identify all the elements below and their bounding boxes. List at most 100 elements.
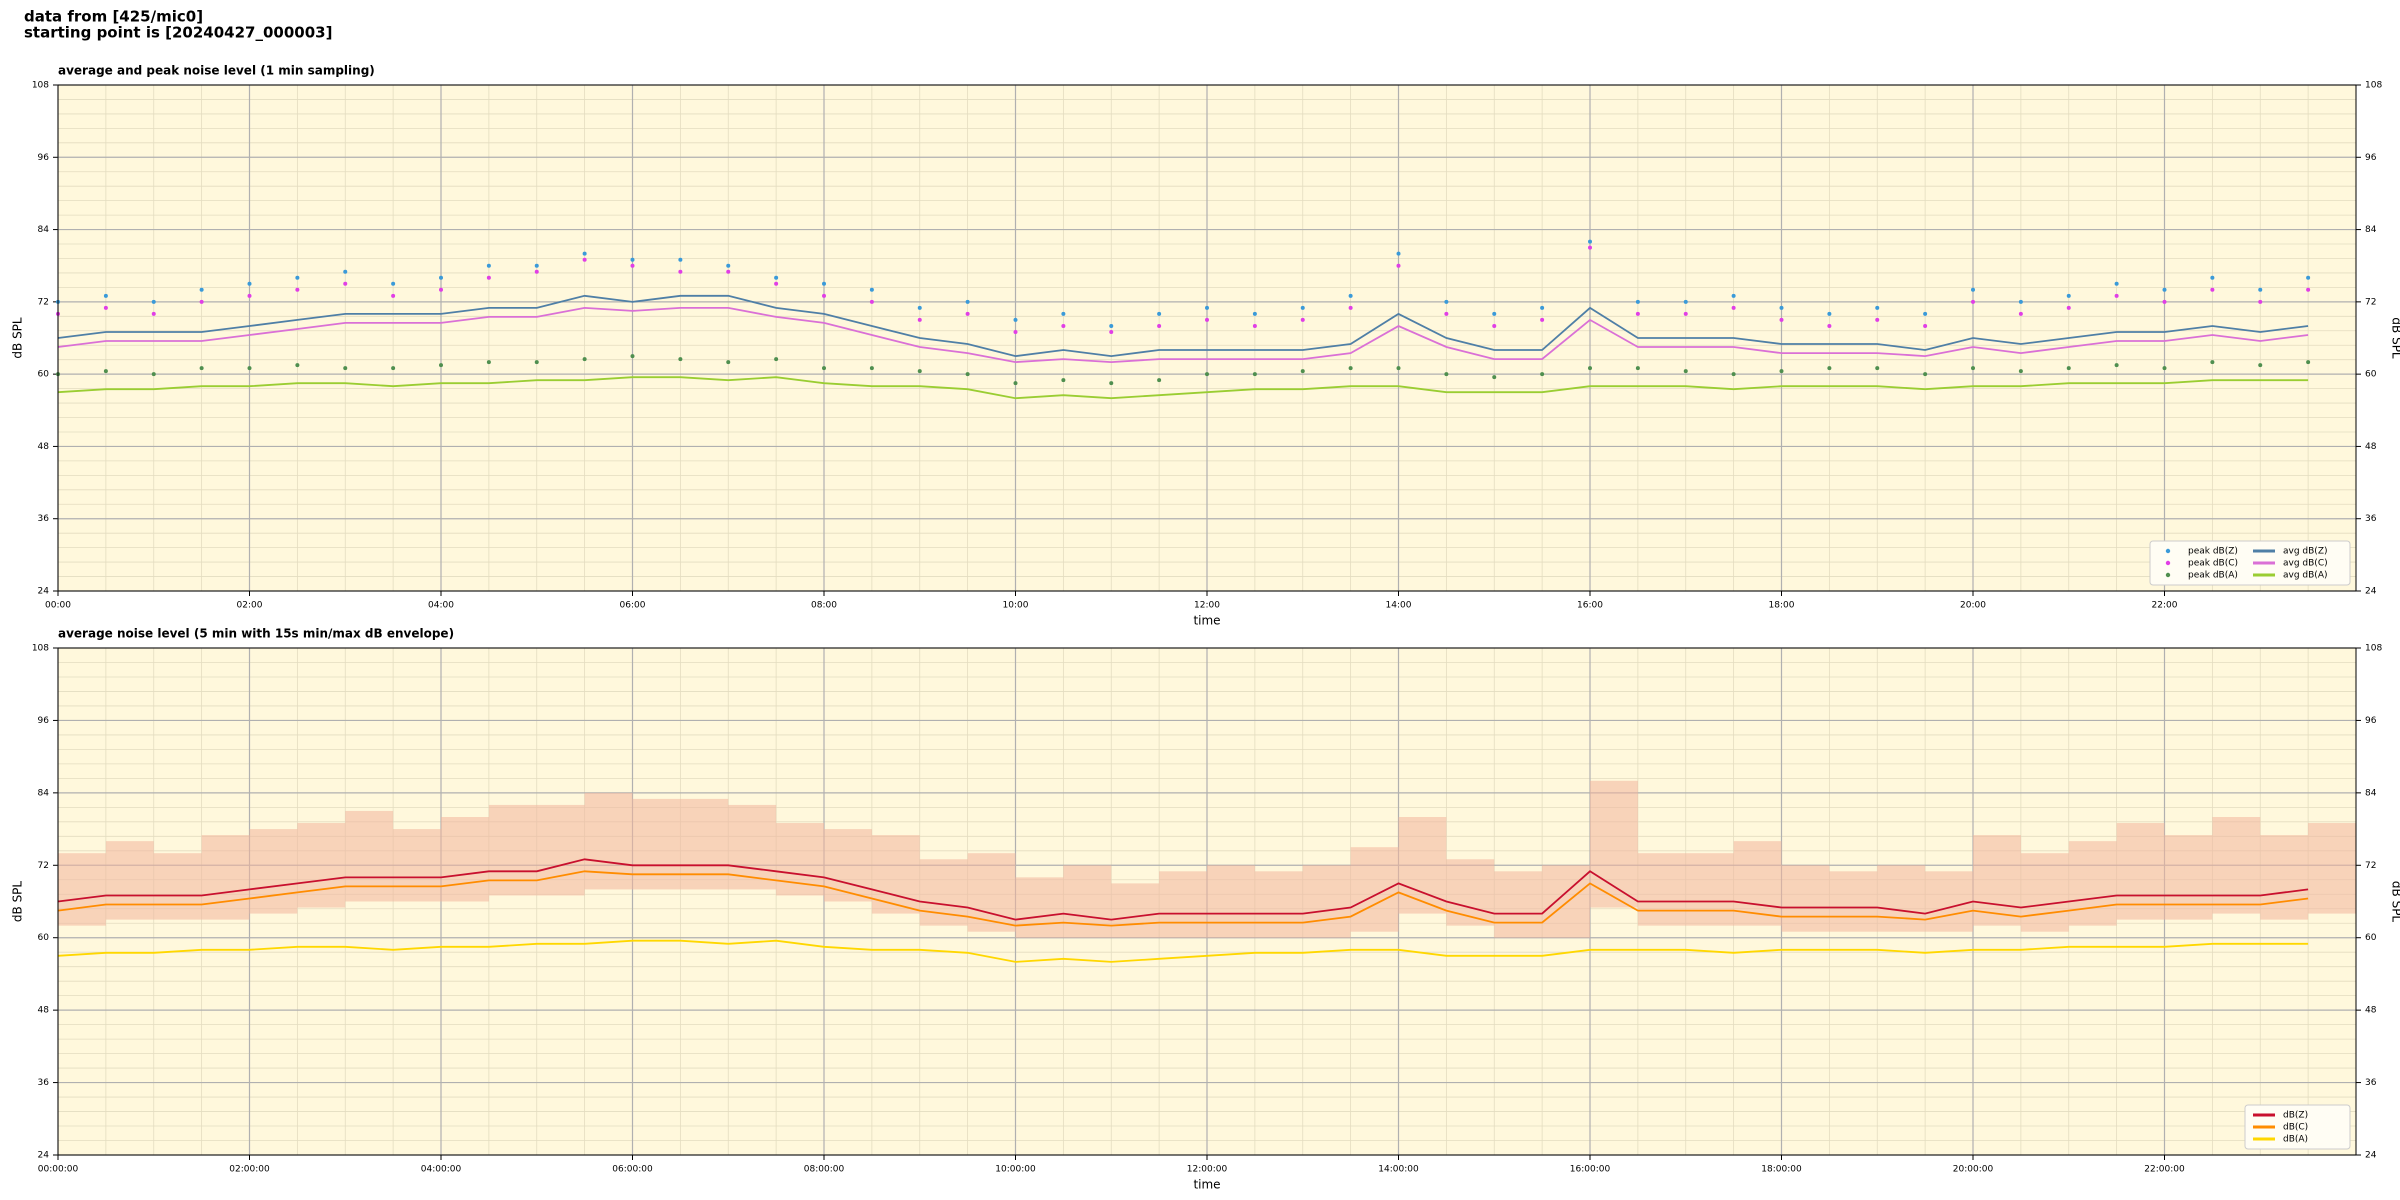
legend-label: dB(Z)	[2283, 1111, 2308, 1121]
y-tick-label: 108	[32, 644, 49, 654]
peak-dot	[2114, 293, 2119, 298]
x-tick-label: 14:00	[1386, 601, 1412, 611]
peak-dot	[391, 366, 396, 371]
peak-dot	[2114, 363, 2119, 368]
peak-dot	[678, 357, 683, 362]
envelope-band	[1925, 871, 1973, 932]
peak-dot	[2258, 287, 2263, 292]
x-axis-label: time	[1193, 614, 1220, 628]
peak-dot	[2162, 299, 2167, 304]
legend-label: avg dB(C)	[2283, 559, 2328, 569]
envelope-band	[1015, 877, 1064, 938]
legend-marker	[2165, 560, 2171, 566]
x-tick-label: 10:00	[1003, 601, 1029, 611]
legend-label: avg dB(A)	[2283, 571, 2327, 581]
peak-dot	[1300, 317, 1305, 322]
envelope-band	[1350, 847, 1399, 932]
peak-dot	[965, 311, 970, 316]
y2-axis-label: dB SPL	[2390, 881, 2400, 923]
y2-tick-label: 72	[2365, 297, 2376, 307]
envelope-band	[201, 835, 250, 920]
peak-dot	[247, 281, 252, 286]
peak-dot	[1013, 317, 1018, 322]
envelope-band	[105, 841, 154, 920]
envelope-band	[1446, 859, 1495, 926]
y2-tick-label: 60	[2365, 933, 2377, 943]
x-tick-label: 18:00:00	[1761, 1165, 1802, 1175]
peak-dot	[343, 269, 348, 274]
peak-dot	[965, 372, 970, 377]
y-tick-label: 60	[38, 933, 50, 943]
envelope-band	[632, 798, 681, 890]
series-line	[57, 294, 2309, 358]
envelope-band	[1542, 865, 1590, 938]
envelope-band	[1781, 865, 1830, 932]
peak-dot	[439, 287, 443, 292]
x-tick-label: 06:00	[620, 601, 646, 611]
y-tick-label: 24	[38, 587, 50, 597]
envelope-band	[584, 792, 633, 890]
peak-dot	[486, 360, 491, 365]
y-tick-label: 36	[38, 1078, 50, 1088]
envelope-band	[871, 835, 920, 914]
peak-dot	[103, 305, 108, 310]
envelope-band	[1685, 853, 1734, 926]
peak-dot	[1348, 366, 1353, 371]
peak-dot	[343, 281, 348, 286]
chart-title: average noise level (5 min with 15s min/…	[58, 627, 454, 641]
series-line	[57, 870, 2309, 927]
peak-dot	[1971, 299, 1975, 304]
peak-dot	[295, 363, 300, 368]
envelope-band	[1590, 780, 1638, 908]
envelope-band	[680, 798, 729, 890]
peak-dot	[726, 269, 731, 274]
envelope-band	[153, 853, 202, 920]
series-line	[57, 376, 2309, 400]
x-tick-label: 10:00:00	[995, 1165, 1036, 1175]
x-tick-label: 14:00:00	[1378, 1165, 1419, 1175]
peak-dot	[1731, 305, 1736, 310]
x-tick-label: 16:00	[1577, 601, 1603, 611]
envelope-band	[1637, 853, 1686, 926]
envelope-band	[1829, 871, 1878, 932]
legend-label: peak dB(C)	[2188, 559, 2238, 569]
envelope-band	[1877, 865, 1926, 932]
peak-dot	[1779, 317, 1784, 322]
envelope-band	[1063, 865, 1112, 938]
peak-dot	[247, 366, 252, 371]
legend: peak dB(Z) peak dB(C) peak dB(A) avg dB(Z) a…	[2149, 540, 2351, 586]
legend-label: dB(A)	[2283, 1135, 2308, 1145]
peak-dot	[1492, 311, 1497, 316]
envelope-band	[2020, 853, 2069, 932]
series-line	[57, 939, 2309, 963]
y-tick-label: 60	[38, 370, 50, 380]
peak-dot	[1492, 375, 1497, 380]
peak-dot	[247, 293, 252, 298]
y2-tick-label: 96	[2365, 153, 2377, 163]
peak-dot	[1444, 299, 1449, 304]
x-tick-label: 04:00	[428, 601, 454, 611]
x-tick-label: 22:00	[2152, 601, 2178, 611]
x-tick-label: 20:00	[1960, 601, 1986, 611]
chart-title: average and peak noise level (1 min samp…	[58, 64, 375, 78]
peak-dot	[726, 360, 731, 365]
peak-dot	[1875, 317, 1880, 322]
y-tick-label: 72	[38, 861, 49, 871]
peak-dot	[1396, 263, 1401, 268]
peak-dot	[1300, 369, 1305, 374]
peak-dot	[917, 305, 922, 310]
envelope-band	[1111, 883, 1160, 938]
y-tick-label: 84	[38, 788, 50, 798]
envelope-band	[1207, 865, 1255, 938]
peak-dot	[2306, 360, 2311, 365]
peak-dot	[1157, 311, 1162, 316]
peak-dot	[1396, 366, 1401, 371]
x-tick-label: 06:00:00	[612, 1165, 653, 1175]
peak-dot	[917, 369, 922, 374]
peak-dot	[1252, 311, 1257, 316]
peak-dot	[582, 251, 587, 256]
peak-dot	[1396, 251, 1401, 256]
peak-dot	[1109, 329, 1114, 334]
